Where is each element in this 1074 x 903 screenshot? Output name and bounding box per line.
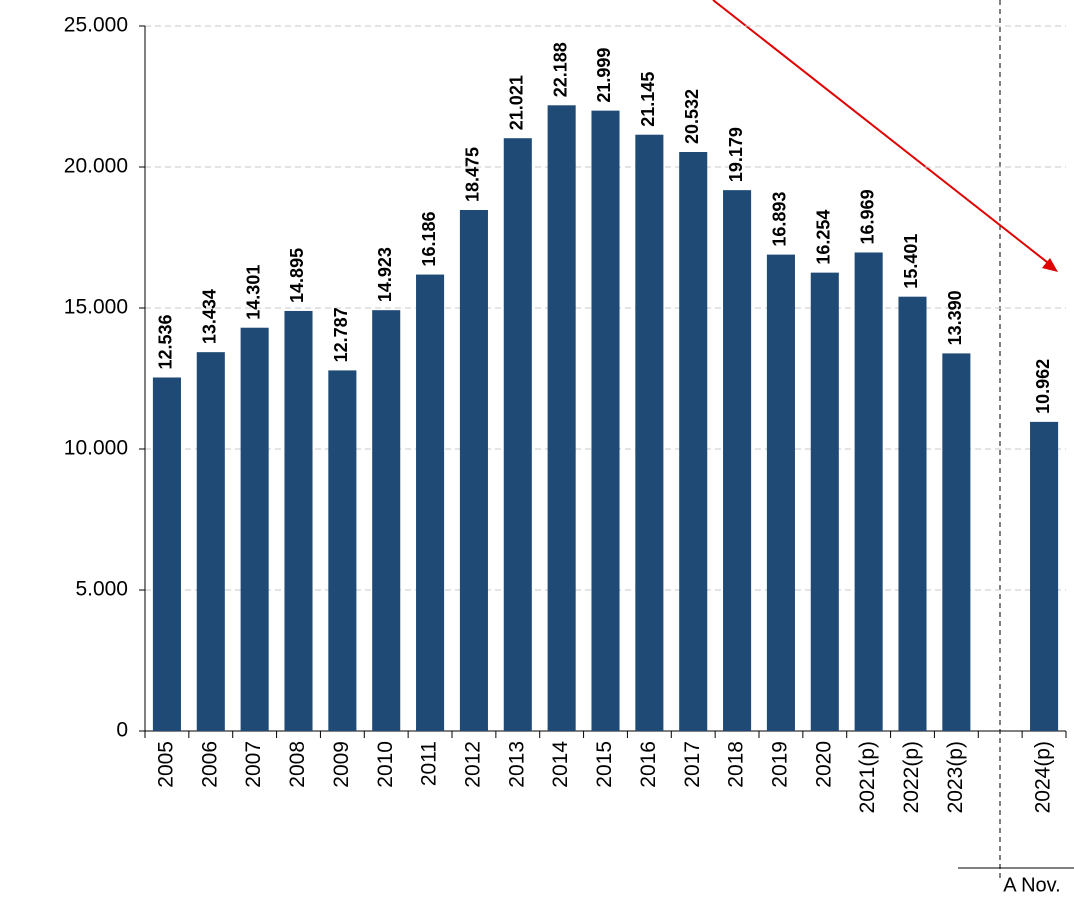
bar [152,377,181,731]
bar [328,370,357,731]
bar [547,105,576,731]
x-tick-label: 2006 [198,741,221,788]
value-label: 19.179 [726,127,746,182]
bar [854,252,883,732]
value-label: 15.401 [901,234,921,289]
annotation: A Nov. [1003,874,1060,896]
bar [766,254,795,731]
x-tick-label: 2016 [637,741,660,788]
value-label: 10.962 [1033,359,1053,414]
y-tick-label: 0 [116,719,128,742]
bar [635,134,664,731]
x-tick-label: 2010 [374,741,397,788]
bar [416,274,445,731]
value-label: 14.301 [243,265,263,320]
x-tick-label: 2024(p) [1032,741,1055,813]
x-tick-label: 2008 [286,741,309,788]
x-tick-label: 2013 [505,741,528,788]
value-label: 18.475 [463,147,483,202]
bar [679,151,708,731]
value-label: 14.895 [287,248,307,303]
x-tick-label: 2015 [593,741,616,788]
y-tick-label: 5.000 [75,578,128,601]
bar [284,310,313,731]
bar [942,353,971,731]
y-tick-label: 25.000 [64,14,128,37]
bar [240,327,269,731]
bar [810,272,839,731]
bar [898,296,927,731]
value-label: 21.999 [594,48,614,103]
x-tick-label: 2011 [418,741,441,786]
value-label: 12.787 [331,307,351,362]
bar [372,310,401,731]
value-label: 16.254 [814,210,834,265]
value-label: 22.188 [550,42,570,97]
x-tick-label: 2022(p) [900,741,923,813]
x-tick-label: 2005 [154,741,177,788]
x-tick-label: 2014 [549,741,572,788]
y-tick-label: 10.000 [64,437,128,460]
x-tick-label: 2007 [242,741,265,788]
trend-arrow-head [1042,258,1058,272]
value-label: 13.434 [200,289,220,344]
x-tick-label: 2023(p) [944,741,967,813]
trend-arrow [712,0,1053,267]
bar [459,210,488,731]
value-label: 21.021 [507,75,527,130]
value-label: 16.969 [857,189,877,244]
y-tick-label: 15.000 [64,296,128,319]
x-tick-label: 2019 [768,741,791,788]
bar [591,110,620,732]
x-tick-label: 2020 [812,741,835,788]
x-tick-label: 2021(p) [856,741,879,813]
x-tick-label: 2017 [681,741,704,788]
x-tick-label: 2018 [725,741,748,788]
x-tick-label: 2009 [330,741,353,788]
value-label: 13.390 [945,290,965,345]
y-tick-label: 20.000 [64,155,128,178]
x-tick-label: 2012 [461,741,484,788]
value-label: 16.186 [419,211,439,266]
value-label: 14.923 [375,247,395,302]
bar [196,352,225,731]
value-label: 20.532 [682,89,702,144]
value-label: 21.145 [638,72,658,127]
bar [723,190,752,731]
bar [1030,421,1059,731]
value-label: 12.536 [156,314,176,369]
bar [503,138,532,732]
value-label: 16.893 [770,192,790,247]
